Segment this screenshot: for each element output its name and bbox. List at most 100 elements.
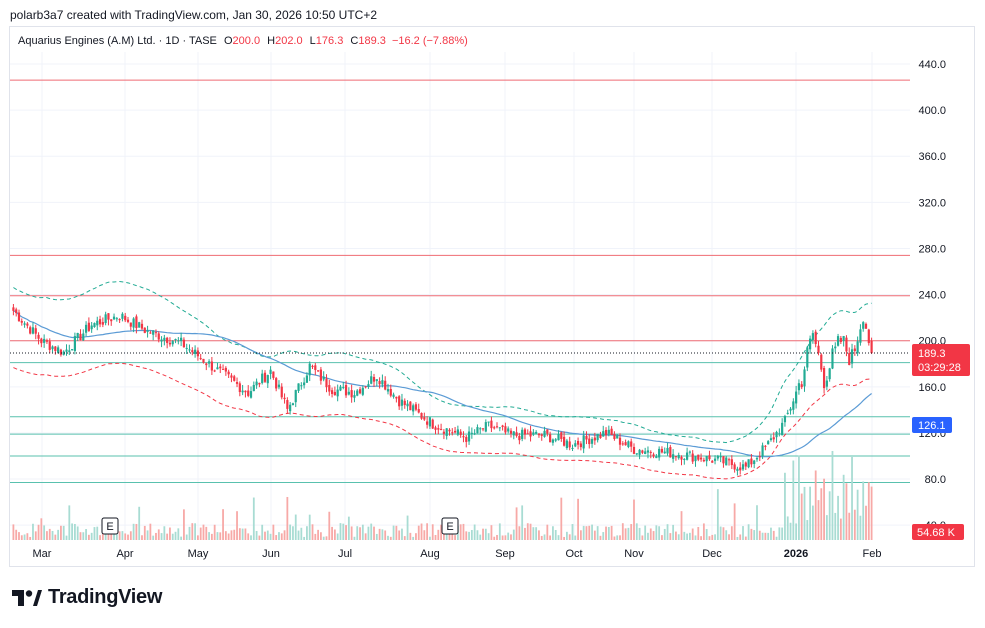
candle-body	[501, 425, 504, 428]
candle-body	[652, 454, 655, 457]
volume-bar	[434, 534, 437, 540]
candle-body	[339, 386, 342, 391]
candle-body	[523, 429, 527, 435]
candle-body	[509, 430, 513, 434]
candle-body	[303, 382, 306, 386]
candle-body	[479, 428, 482, 430]
volume-bar	[76, 526, 79, 540]
candle-body	[535, 431, 538, 434]
volume-bar	[303, 536, 306, 540]
volume-bar	[336, 533, 339, 540]
volume-bar	[644, 525, 647, 540]
volume-bar	[437, 529, 440, 540]
volume-bar	[118, 531, 121, 540]
volume-bar	[266, 530, 269, 540]
candle-body	[644, 451, 647, 454]
volume-bar	[43, 525, 46, 540]
tradingview-brand[interactable]: TradingView	[12, 586, 162, 609]
candle-body	[434, 427, 437, 430]
volume-bar	[730, 526, 733, 540]
volume-bar	[781, 527, 784, 540]
volume-bar	[12, 524, 15, 540]
volume-bar	[853, 509, 856, 540]
volume-bar	[367, 526, 370, 540]
candle-body	[275, 378, 278, 389]
candle-body	[557, 434, 560, 441]
symbol-name[interactable]: Aquarius Engines (A.M) Ltd. · 1D · TASE	[18, 35, 217, 47]
candle-body	[249, 391, 253, 398]
volume-bar	[809, 486, 812, 540]
volume-bar	[180, 536, 183, 540]
candle-body	[792, 401, 795, 410]
candle-body	[607, 429, 610, 434]
candle-body	[177, 340, 180, 342]
volume-bar	[356, 526, 359, 540]
candle-body	[347, 391, 350, 395]
candle-body	[221, 368, 225, 370]
earnings-marker	[441, 517, 459, 535]
candle-body	[129, 322, 132, 327]
volume-bar	[557, 535, 560, 540]
x-tick-label: Jul	[338, 548, 352, 560]
x-tick-label: Feb	[863, 548, 882, 560]
candle-body	[487, 421, 490, 423]
volume-bar	[230, 530, 233, 540]
volume-bar	[101, 529, 104, 540]
volume-bar	[261, 524, 264, 540]
candle-body	[758, 456, 761, 458]
volume-bar	[57, 529, 60, 540]
candle-body	[476, 427, 479, 434]
candle-body	[403, 400, 406, 406]
volume-bar	[582, 525, 585, 540]
volume-bar	[574, 535, 577, 540]
x-tick-label: Mar	[33, 548, 52, 560]
volume-bar	[672, 524, 675, 540]
candle-body	[532, 432, 535, 435]
volume-bar	[191, 523, 194, 540]
volume-bar	[127, 534, 129, 540]
volume-bar	[342, 523, 345, 540]
candle-body	[772, 437, 775, 440]
volume-bar	[811, 505, 814, 540]
volume-bar	[714, 534, 716, 540]
volume-bar	[155, 532, 157, 540]
candle-body	[870, 340, 873, 354]
volume-bar	[258, 535, 261, 540]
candle-body	[453, 430, 457, 433]
candle-body	[834, 346, 837, 349]
volume-bar	[552, 526, 554, 540]
volume-bar	[177, 528, 180, 540]
volume-bar	[157, 529, 160, 540]
candle-body	[859, 329, 862, 343]
candle-body	[140, 323, 144, 329]
earnings-marker-label: E	[446, 521, 453, 533]
candle-body	[367, 384, 370, 387]
volume-bar	[621, 523, 624, 540]
candle-body	[526, 433, 529, 435]
volume-bar	[129, 531, 132, 540]
volume-bar	[775, 536, 778, 540]
volume-bar	[347, 516, 350, 540]
volume-bar	[314, 533, 317, 540]
candle-body	[442, 431, 445, 434]
ma-value: 126.1	[918, 420, 946, 432]
candle-body	[118, 319, 121, 321]
volume-bar	[479, 534, 482, 540]
change-value: −16.2 (−7.88%)	[391, 35, 468, 47]
candle-body	[378, 381, 381, 385]
moving-average-line	[13, 310, 872, 458]
candle-body	[389, 388, 392, 396]
candle-body	[101, 322, 104, 325]
candle-body	[34, 328, 37, 334]
candle-body	[333, 391, 336, 396]
volume-bar	[498, 523, 501, 540]
volume-bar	[786, 516, 789, 540]
candle-body	[481, 428, 485, 430]
volume-bar	[683, 531, 686, 540]
candle-body	[789, 408, 792, 411]
volume-bar	[663, 528, 666, 540]
candle-body	[328, 385, 331, 392]
candle-body	[124, 315, 127, 321]
chart-legend: Aquarius Engines (A.M) Ltd. · 1D · TASE …	[18, 35, 468, 47]
